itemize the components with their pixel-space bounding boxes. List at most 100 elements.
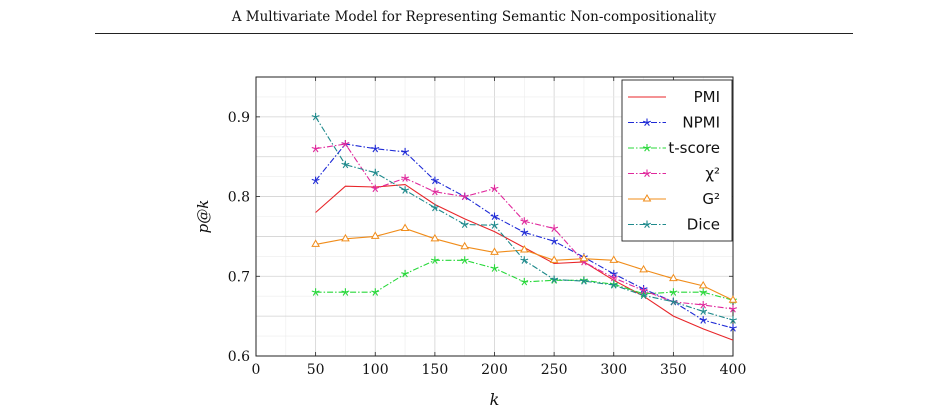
data-point-triangle-marker [400,223,410,231]
data-point-star-marker [490,264,499,272]
series-Dice [311,112,737,324]
x-tick-label: 350 [660,362,687,378]
data-point-triangle-marker [490,247,499,255]
legend-label: NPMI [682,114,720,132]
data-point-triangle-marker [698,280,708,289]
data-point-star-marker [699,307,708,315]
series-χ² [311,140,737,313]
data-point-star-marker [550,224,559,233]
data-point-star-marker [729,316,737,324]
legend-label: χ² [705,165,720,183]
x-tick-label: 300 [600,362,627,378]
data-point-star-marker [311,288,320,296]
data-point-star-marker [401,147,410,156]
legend-box [621,79,733,242]
x-tick-label: 250 [541,362,568,378]
data-point-triangle-marker [549,255,559,263]
x-tick-label: 150 [422,362,449,378]
header-rule [95,33,853,34]
series-G² [311,223,738,303]
y-tick-label: 0.7 [228,269,250,285]
data-point-star-marker [550,237,559,245]
data-point-star-marker [311,176,320,185]
data-point-star-marker [643,118,651,127]
data-point-triangle-marker [609,255,619,263]
data-point-star-marker [669,288,678,296]
data-point-star-marker [520,256,529,264]
data-point-triangle-marker [370,231,380,239]
data-point-star-marker [430,187,439,196]
legend-label: Dice [687,216,720,234]
data-point-star-marker [729,324,737,332]
data-point-star-marker [639,286,648,295]
legend-item: PMI [628,88,720,106]
legend-item: NPMI [628,114,720,132]
x-tick-label: 0 [252,362,261,378]
data-point-star-marker [460,256,469,264]
data-point-triangle-marker [728,295,738,303]
data-point-star-marker [699,301,708,309]
data-point-star-marker [490,212,499,221]
data-point-star-marker [639,291,648,300]
data-point-star-marker [460,192,469,201]
data-point-star-marker [401,174,410,182]
data-point-star-marker [371,144,380,153]
data-point-star-marker [520,217,529,225]
data-point-star-marker [371,288,380,296]
x-tick-label: 50 [307,362,325,378]
legend-item: χ² [628,165,720,183]
page-title: A Multivariate Model for Representing Se… [231,9,717,25]
y-tick-label: 0.8 [228,190,250,206]
data-point-star-marker [669,297,678,306]
data-point-star-marker [430,256,439,264]
x-tick-label: 100 [362,362,389,378]
data-point-star-marker [550,275,559,284]
legend: PMI NPMI t-score χ² G² Dice [621,79,733,242]
data-point-star-marker [609,281,618,289]
data-point-star-marker [430,176,439,185]
legend-item: Dice [628,216,720,234]
data-point-star-marker [371,184,380,193]
x-axis-label: k [490,390,500,409]
data-point-star-marker [460,220,469,229]
data-point-star-marker [401,186,410,194]
series-group [311,112,738,341]
data-point-star-marker [520,277,529,286]
y-axis-label: p@k [194,200,212,234]
data-point-star-marker [490,221,499,229]
data-point-star-marker [490,184,499,193]
data-point-star-marker [341,160,350,169]
data-point-triangle-marker [460,241,470,250]
legend-item: G² [628,190,720,208]
data-point-star-marker [643,220,651,229]
data-point-triangle-marker [341,233,350,242]
legend-label: G² [702,190,720,208]
data-point-star-marker [729,305,737,313]
x-tick-label: 400 [720,362,747,378]
data-point-star-marker [643,144,651,152]
data-point-star-marker [311,144,320,153]
data-point-star-marker [371,168,380,177]
data-point-triangle-marker [430,233,440,242]
data-point-triangle-marker [519,244,529,253]
data-point-triangle-marker [642,194,652,202]
data-point-triangle-marker [311,239,320,247]
data-point-star-marker [609,269,618,278]
data-point-star-marker [643,169,651,178]
data-point-star-marker [699,288,708,296]
data-point-triangle-marker [579,253,589,262]
data-point-star-marker [341,140,350,148]
axis-ticks: 0 50 100 150 200 250 300 350 400 0.6 0.7 0.8 0.9 [228,77,747,378]
data-point-star-marker [311,112,320,121]
data-point-star-marker [401,269,410,278]
data-point-star-marker [609,273,618,282]
data-point-star-marker [699,316,708,324]
data-point-star-marker [579,277,588,285]
x-tick-label: 200 [481,362,508,378]
legend-label: t-score [668,139,720,157]
page-header: A Multivariate Model for Representing Se… [0,0,948,40]
legend-item: t-score [628,139,720,157]
data-point-star-marker [341,288,350,296]
data-point-triangle-marker [639,264,648,273]
legend-label: PMI [694,88,720,106]
